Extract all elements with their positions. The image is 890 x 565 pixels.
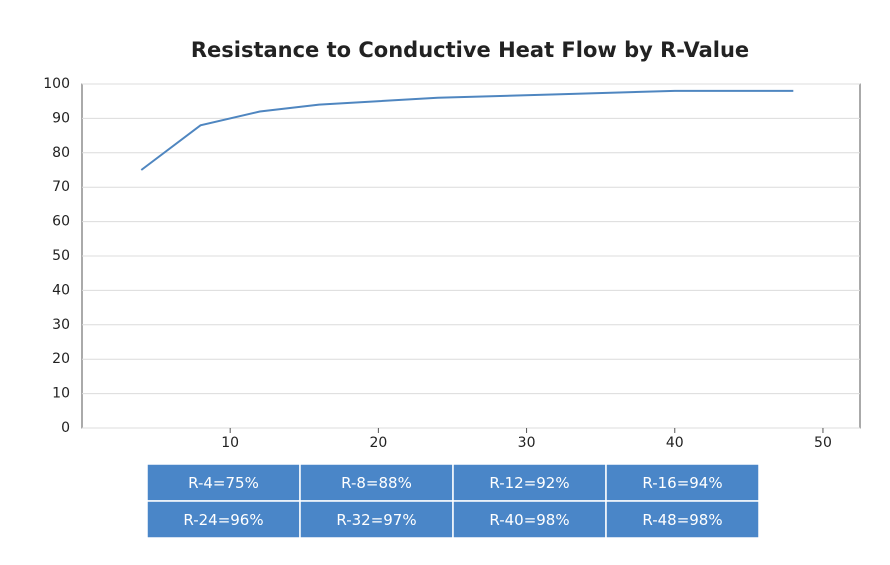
y-tick-label: 0 xyxy=(61,420,70,436)
table-cell-text: R-48=98% xyxy=(642,511,722,529)
table-cell-text: R-16=94% xyxy=(642,474,722,492)
y-tick-label: 50 xyxy=(52,248,70,264)
x-tick-label: 40 xyxy=(666,435,684,451)
y-tick-label: 30 xyxy=(52,317,70,333)
y-tick-label: 60 xyxy=(52,214,70,230)
table-cell xyxy=(299,463,454,502)
y-tick-label: 40 xyxy=(52,282,70,298)
data-line xyxy=(140,89,794,171)
chart-title: Resistance to Conductive Heat Flow by R-… xyxy=(191,38,749,62)
x-tick-label: 50 xyxy=(814,435,832,451)
y-tick-label: 80 xyxy=(52,145,70,161)
y-tick-label: 70 xyxy=(52,179,70,195)
table-cell-text: R-40=98% xyxy=(489,511,569,529)
table-cell xyxy=(299,500,454,539)
x-tick-label: 10 xyxy=(221,435,239,451)
table-cell-text: R-4=75% xyxy=(188,474,259,492)
y-tick-label: 10 xyxy=(52,386,70,402)
x-tick-label: 30 xyxy=(518,435,536,451)
table-cell-text: R-8=88% xyxy=(341,474,412,492)
table-cell-text: R-12=92% xyxy=(489,474,569,492)
y-tick-label: 20 xyxy=(52,351,70,367)
table-cell xyxy=(605,463,760,502)
table-cell-text: R-24=96% xyxy=(183,511,263,529)
table-cell xyxy=(146,500,301,539)
table-cell xyxy=(605,500,760,539)
y-tick-label: 100 xyxy=(43,76,70,92)
y-tick-label: 90 xyxy=(52,110,70,126)
table-cell-text: R-32=97% xyxy=(336,511,416,529)
x-tick-label: 20 xyxy=(369,435,387,451)
